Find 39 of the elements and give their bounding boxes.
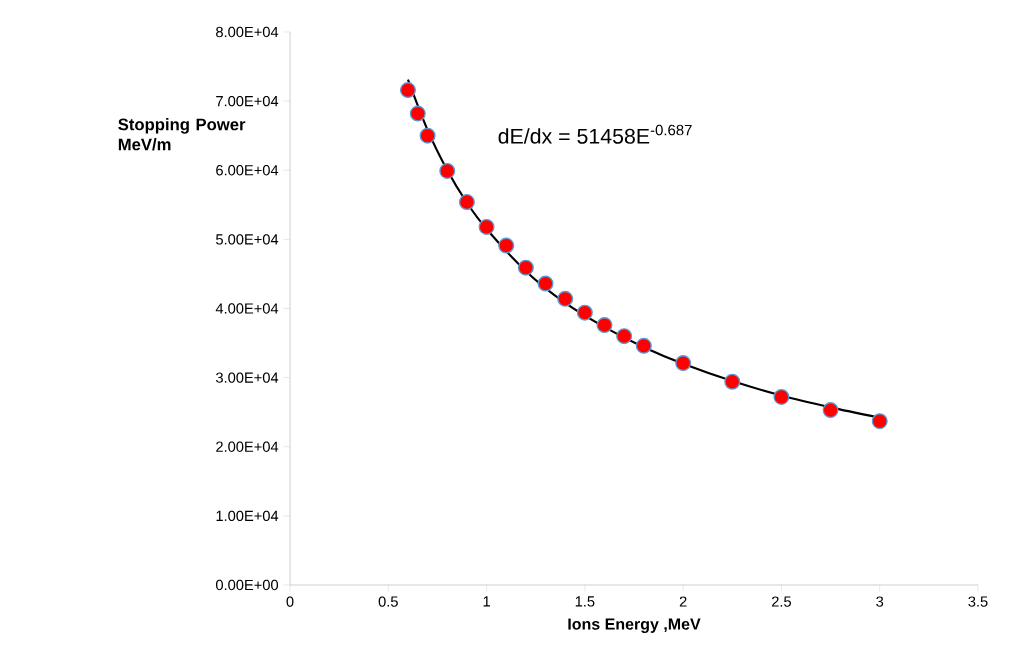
x-tick-label: 1 (483, 596, 490, 607)
x-tick-label: 2.5 (771, 596, 791, 607)
y-tick-label: 5.00E+04 (216, 234, 279, 245)
y-tick-label: 0.00E+00 (215, 579, 279, 591)
y-tick-label: 8.00E+04 (216, 26, 279, 38)
point (557, 290, 574, 307)
annotation: dE/dx = 51458E$^{-0.687}$ (498, 124, 692, 144)
point (478, 218, 495, 235)
point (822, 402, 839, 419)
x-tick-label: 0.5 (378, 596, 398, 607)
y-tick-label: 4.00E+04 (215, 303, 279, 314)
point (458, 194, 475, 211)
x-tick-label: 3 (876, 596, 884, 607)
x-tick-label: 0 (286, 596, 294, 607)
y-tick-label: 6.00E+04 (216, 165, 279, 176)
y-tick-label: 1.00E+04 (216, 510, 279, 522)
point (576, 304, 593, 321)
x-axis-title: Ions Energy ,MeV (568, 618, 701, 633)
y-axis-title: Stopping Power MeV/m (118, 118, 246, 151)
point (635, 337, 652, 354)
point (871, 413, 888, 430)
point (616, 328, 633, 345)
point (409, 105, 426, 122)
point (419, 127, 436, 144)
y-tick-label: 7.00E+04 (216, 95, 279, 107)
point (596, 317, 613, 334)
point (724, 373, 741, 390)
point (517, 259, 534, 276)
y-tick-label: 2.00E+04 (216, 441, 279, 452)
point (537, 275, 554, 292)
x-tick-label: 2 (679, 596, 687, 607)
point (399, 82, 416, 99)
y-tick-label: 3.00E+04 (215, 372, 279, 383)
point (675, 355, 692, 372)
point (498, 237, 515, 254)
point (439, 162, 456, 179)
x-tick-label: 3.5 (968, 596, 988, 607)
point (773, 388, 790, 405)
x-tick-label: 1.5 (575, 596, 595, 607)
